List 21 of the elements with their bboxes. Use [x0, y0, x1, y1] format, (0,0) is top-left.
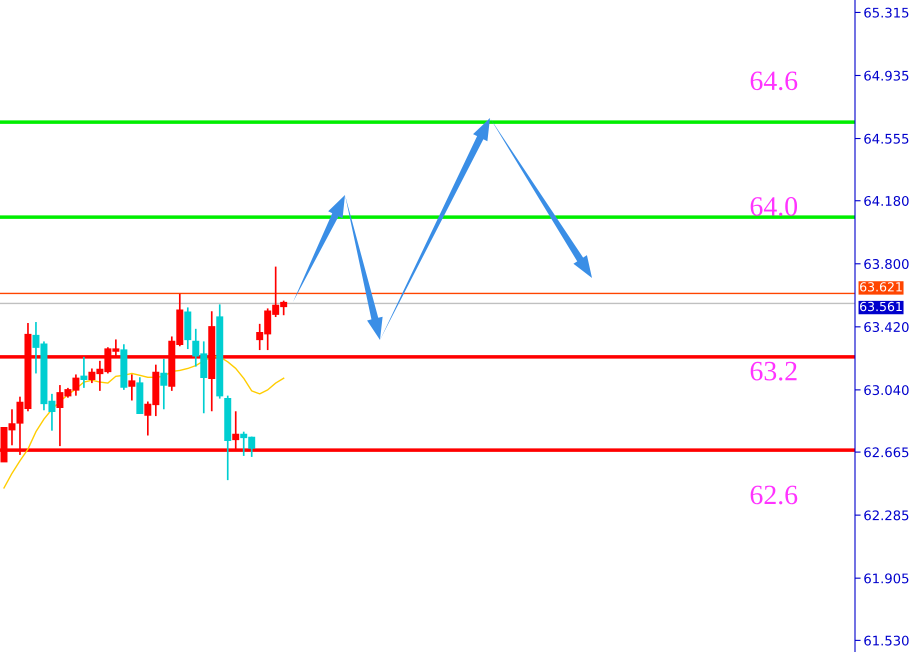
y-tick-label: 61.530 — [864, 636, 909, 646]
ref-line-label: 63.561 — [860, 302, 902, 312]
candlestick — [80, 356, 88, 389]
candlestick — [160, 358, 168, 410]
candlestick — [128, 374, 136, 402]
y-tick-label: 62.285 — [864, 510, 908, 520]
y-tick-label: 64.555 — [864, 134, 908, 144]
annotation: 64.0 — [750, 197, 798, 216]
ref-line-label: 63.621 — [860, 282, 902, 292]
y-tick-label: 61.905 — [864, 573, 908, 584]
y-tick-label: 63.420 — [864, 322, 909, 332]
y-tick-label: 63.800 — [864, 259, 909, 269]
annotation: 62.6 — [750, 486, 798, 504]
y-tick-label: 65.315 — [864, 8, 908, 18]
line-series — [3, 356, 284, 489]
y-tick-label: 64.935 — [864, 70, 908, 81]
y-tick-label: 64.180 — [864, 196, 909, 206]
y-tick-label: 63.040 — [864, 385, 909, 396]
annotation: 63.2 — [750, 362, 797, 381]
y-tick-label: 62.665 — [864, 447, 908, 458]
annotation: 64.6 — [750, 72, 798, 90]
